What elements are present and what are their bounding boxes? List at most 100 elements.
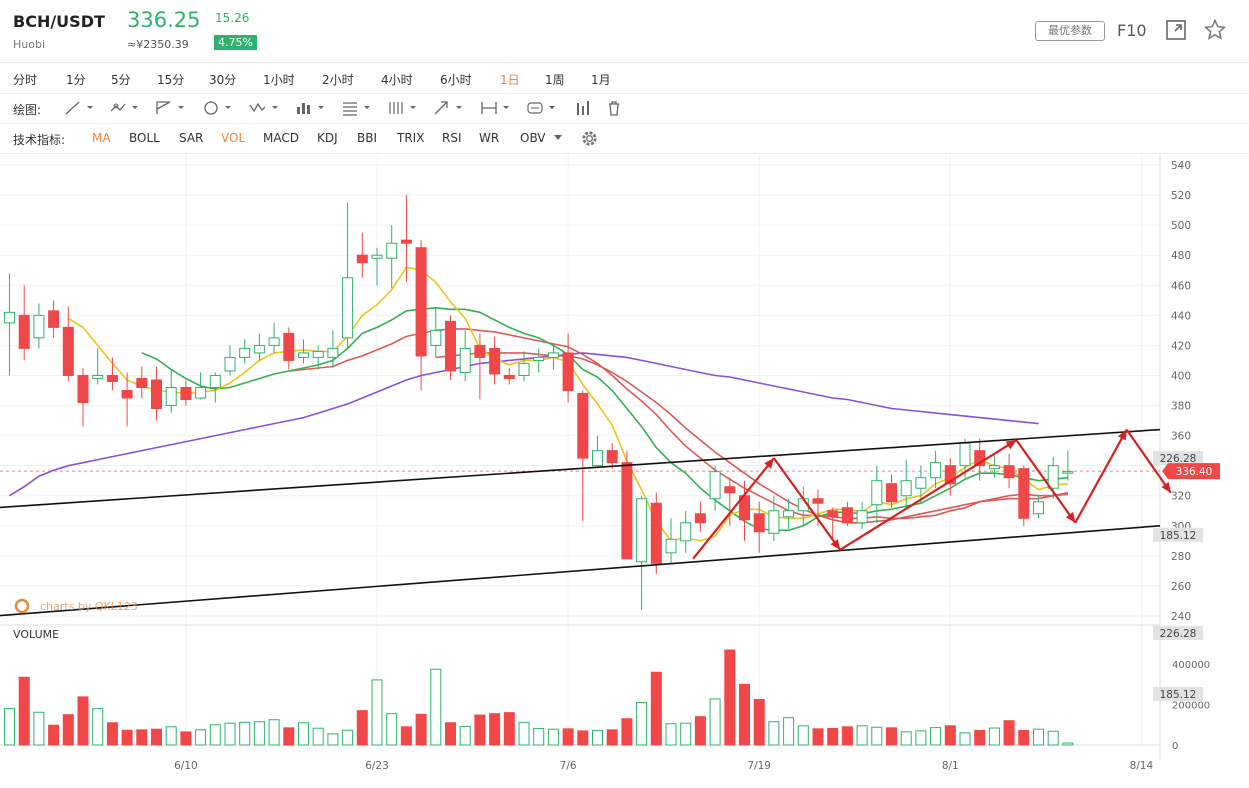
ind-rsi[interactable]: RSI (442, 131, 462, 145)
tf-1h[interactable]: 1小时 (263, 73, 295, 87)
best-params-button[interactable]: 最优参数 (1035, 21, 1105, 41)
candle-body (165, 386, 177, 407)
y-tick-label: 500 (1171, 220, 1191, 232)
zigzag-segment (692, 457, 775, 560)
tf-1min[interactable]: 1分 (66, 73, 86, 87)
trash-icon[interactable] (606, 99, 622, 117)
ind-macd[interactable]: MACD (263, 131, 299, 145)
tf-15min[interactable]: 15分 (157, 73, 185, 87)
x-tick-label: 6/10 (174, 760, 198, 772)
volume-bar (797, 725, 809, 746)
zigzag-segment (1074, 429, 1128, 524)
vol-tick-label: 400000 (1172, 660, 1210, 671)
price-chart[interactable]: 2402602803003203403603804004204404604805… (0, 153, 1249, 788)
zigzag-segment (773, 457, 841, 551)
tf-6h[interactable]: 6小时 (440, 73, 472, 87)
wave-tool-icon[interactable] (248, 99, 282, 117)
ind-kdj[interactable]: KDJ (317, 131, 338, 145)
candle (915, 465, 927, 504)
tf-1mo[interactable]: 1月 (591, 73, 611, 87)
candle-body (503, 374, 515, 379)
obv-dropdown-icon[interactable] (553, 134, 563, 142)
candle-body (415, 247, 427, 357)
candle (856, 501, 868, 529)
zigzag-segment (1015, 439, 1077, 524)
candle (356, 232, 368, 278)
volume-bar (930, 727, 942, 746)
zigzag-arrowhead (830, 539, 840, 550)
candle-body (886, 483, 897, 503)
volume-bar (371, 679, 383, 746)
volume-bar (680, 722, 692, 746)
ray-tool-icon[interactable] (108, 99, 142, 117)
candle (709, 465, 721, 511)
text-tool-icon[interactable] (525, 99, 559, 117)
pattern-tool-icon[interactable] (294, 99, 328, 117)
f10-button[interactable]: F10 (1117, 21, 1147, 40)
volume-bar (1033, 728, 1044, 746)
star-icon[interactable] (1203, 18, 1227, 42)
tf-1d[interactable]: 1日 (500, 73, 520, 87)
ind-obv[interactable]: OBV (520, 131, 546, 145)
tf-5min[interactable]: 5分 (111, 73, 131, 87)
candle-body (827, 510, 839, 518)
bars-tool-icon[interactable] (574, 99, 594, 117)
price-change: 15.26 (215, 11, 250, 25)
range-tool-icon[interactable] (479, 99, 513, 117)
tf-4h[interactable]: 4小时 (381, 73, 413, 87)
candle (680, 510, 692, 553)
axes: 2402602803003203403603804004204404604805… (174, 160, 1220, 772)
volume-bar (312, 727, 324, 746)
candle-body (518, 362, 530, 376)
volume-bar (474, 714, 486, 746)
y-tick-label: 280 (1171, 551, 1191, 563)
fullscreen-icon[interactable] (1164, 18, 1188, 42)
tf-30min[interactable]: 30分 (209, 73, 237, 87)
candle-body (92, 374, 104, 379)
candle-body (386, 242, 398, 259)
volume-bar (783, 717, 795, 746)
volume-bar (342, 729, 354, 746)
candle-body (180, 386, 192, 401)
ma10-line (141, 306, 1068, 532)
vol-lower-tag: 185.12 (1153, 687, 1203, 701)
candle-body (459, 347, 471, 373)
gear-icon[interactable] (580, 129, 599, 148)
candle-body (77, 374, 89, 404)
circle-tool-icon[interactable] (201, 99, 235, 117)
vol-tick-label: 0 (1172, 741, 1178, 752)
candle (606, 443, 618, 469)
candle-body (209, 374, 221, 388)
ind-vol[interactable]: VOL (221, 131, 246, 145)
volume-bar (841, 726, 853, 746)
line-tool-icon[interactable] (63, 99, 97, 117)
parallel-tool-icon[interactable] (386, 99, 420, 117)
candle (430, 307, 442, 358)
channel-tool-icon[interactable] (154, 99, 188, 117)
ind-ma[interactable]: MA (92, 131, 111, 145)
arrow-tool-icon[interactable] (432, 99, 466, 117)
candle (841, 501, 853, 526)
volume-bar (106, 722, 118, 746)
x-tick-label: 6/23 (365, 760, 389, 772)
y-tick-label: 240 (1171, 611, 1191, 623)
fib-tool-icon[interactable] (340, 99, 374, 117)
ind-boll[interactable]: BOLL (129, 131, 160, 145)
ind-wr[interactable]: WR (479, 131, 500, 145)
tf-2h[interactable]: 2小时 (322, 73, 354, 87)
ind-trix[interactable]: TRIX (397, 131, 425, 145)
tf-fenshi[interactable]: 分时 (13, 73, 38, 87)
ma30-line (435, 352, 1068, 524)
exchange: Huobi (13, 38, 46, 51)
candle (1003, 453, 1015, 489)
candle (518, 351, 530, 382)
candle-body (445, 320, 456, 372)
tf-1w[interactable]: 1周 (545, 73, 565, 87)
candle-body (1018, 468, 1030, 519)
ind-bbi[interactable]: BBI (357, 131, 378, 145)
candle-body (724, 486, 736, 494)
ind-sar[interactable]: SAR (179, 131, 204, 145)
volume-bar (400, 726, 412, 746)
candle-body (239, 347, 251, 358)
candle-body (871, 480, 883, 506)
